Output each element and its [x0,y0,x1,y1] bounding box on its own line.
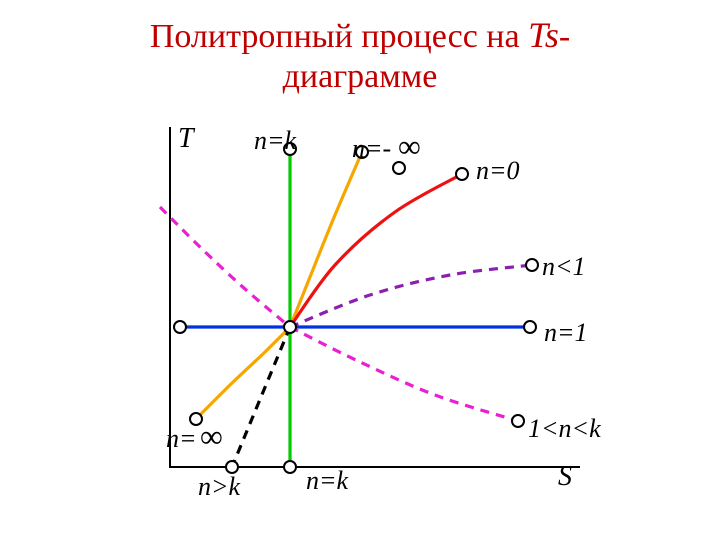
curve-label: n=k [306,466,349,495]
axis-label-s: S [558,461,572,492]
curve-label: n=1 [544,318,588,347]
infinity-symbol: ∞ [200,418,223,454]
curve-label: n= [166,424,197,453]
curve-label: n>k [198,472,241,501]
endpoint-marker [284,461,296,473]
endpoint-marker [456,168,468,180]
title-line1-dash: - [559,18,570,55]
infinity-symbol: ∞ [398,128,421,164]
ts-diagram: TSn=kn=-∞n=0n<1n=11<n<kn=kn>kn=∞ [100,97,620,517]
curve-black_lowleft [232,327,290,467]
endpoint-marker [512,415,524,427]
curve-label: n=- [352,134,391,163]
curve-magenta_left [160,207,290,327]
curve-red_n0 [290,174,462,327]
curve-orange_left [196,327,290,419]
title-line1-a: Политропный процесс на [150,18,528,55]
title-line2: диаграмме [283,58,438,95]
curve-magenta_lowright [290,327,518,421]
endpoint-marker [524,321,536,333]
curve-label: n<1 [542,252,586,281]
curve-label: n=k [254,126,297,155]
endpoint-marker [284,321,296,333]
curve-label: 1<n<k [528,414,601,443]
page-title: Политропный процесс на Ts- диаграмме [0,0,720,97]
curve-label: n=0 [476,156,520,185]
title-line1-ts: Ts [528,15,559,55]
endpoint-marker [174,321,186,333]
axis-label-t: T [178,123,196,154]
endpoint-marker [526,259,538,271]
